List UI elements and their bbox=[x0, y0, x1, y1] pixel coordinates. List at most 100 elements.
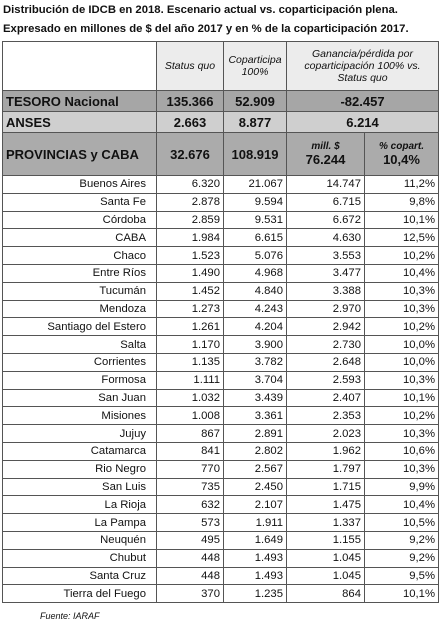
value-cell: 3.900 bbox=[223, 335, 287, 354]
province-row: Santiago del Estero 1.261 4.204 2.942 10,2% bbox=[2, 317, 440, 337]
value-cell: 10,2% bbox=[363, 317, 440, 337]
value-cell: 10,3% bbox=[363, 299, 440, 319]
value-cell: 867 bbox=[156, 424, 224, 443]
summary-row: TESORO Nacional 135.366 52.909 -82.457 bbox=[2, 90, 440, 112]
province-name: Corrientes bbox=[2, 352, 157, 372]
title-line: Expresado en millones de $ del año 2017 … bbox=[3, 23, 409, 35]
value-cell: 4.840 bbox=[223, 281, 287, 301]
value-cell: 8.877 bbox=[223, 111, 287, 133]
value-cell: 10,1% bbox=[363, 388, 440, 408]
value-cell: 2.891 bbox=[223, 424, 287, 443]
value-cell: 2.663 bbox=[156, 111, 224, 133]
value-cell: 1.475 bbox=[286, 495, 365, 515]
value-cell: 1.045 bbox=[286, 548, 365, 568]
gain-value: 10,4% bbox=[383, 152, 420, 167]
value-cell: 32.676 bbox=[156, 132, 224, 176]
value-cell: 770 bbox=[156, 459, 224, 479]
value-cell: 9,9% bbox=[363, 477, 440, 497]
value-cell: 10,6% bbox=[363, 441, 440, 461]
value-cell: 1.261 bbox=[156, 317, 224, 337]
province-name: Catamarca bbox=[2, 441, 157, 461]
province-name: Santa Cruz bbox=[2, 566, 157, 586]
value-cell: 3.782 bbox=[223, 352, 287, 372]
value-cell: 3.477 bbox=[286, 263, 365, 283]
province-name: CABA bbox=[2, 228, 157, 248]
value-cell: 1.493 bbox=[223, 548, 287, 568]
province-row: Neuquén 495 1.649 1.155 9,2% bbox=[2, 530, 440, 550]
province-row: Tierra del Fuego 370 1.235 864 10,1% bbox=[2, 584, 440, 604]
value-cell: 135.366 bbox=[156, 90, 224, 112]
value-cell: 1.493 bbox=[223, 566, 287, 586]
value-cell: 10,5% bbox=[363, 513, 440, 532]
province-row: Rio Negro 770 2.567 1.797 10,3% bbox=[2, 459, 440, 479]
value-cell: 12,5% bbox=[363, 228, 440, 248]
sub-label: mill. $ bbox=[311, 141, 340, 152]
value-cell: 4.968 bbox=[223, 263, 287, 283]
header-cell: Status quo bbox=[156, 41, 224, 91]
province-row: Catamarca 841 2.802 1.962 10,6% bbox=[2, 441, 440, 461]
province-row: Santa Fe 2.878 9.594 6.715 9,8% bbox=[2, 192, 440, 212]
value-cell: 3.553 bbox=[286, 246, 365, 265]
sub-label: % copart. bbox=[379, 141, 425, 152]
province-row: Chaco 1.523 5.076 3.553 10,2% bbox=[2, 246, 440, 265]
data-table: Status quo Coparticipa 100% Ganancia/pér… bbox=[2, 41, 440, 604]
value-cell: 1.135 bbox=[156, 352, 224, 372]
value-cell: 1.490 bbox=[156, 263, 224, 283]
value-cell: 4.204 bbox=[223, 317, 287, 337]
value-cell: 495 bbox=[156, 530, 224, 550]
province-name: Buenos Aires bbox=[2, 175, 157, 194]
value-cell: 448 bbox=[156, 566, 224, 586]
value-cell: 4.630 bbox=[286, 228, 365, 248]
province-name: La Rioja bbox=[2, 495, 157, 515]
province-row: Chubut 448 1.493 1.045 9,2% bbox=[2, 548, 440, 568]
value-cell: 1.337 bbox=[286, 513, 365, 532]
province-name: Tucumán bbox=[2, 281, 157, 301]
value-cell: 10,0% bbox=[363, 335, 440, 354]
value-cell: 2.648 bbox=[286, 352, 365, 372]
gain-cell: mill. $76.244 bbox=[286, 132, 365, 176]
source: Fuente: IARAF bbox=[40, 611, 100, 621]
value-cell: 1.649 bbox=[223, 530, 287, 550]
province-name: San Juan bbox=[2, 388, 157, 408]
province-name: Entre Ríos bbox=[2, 263, 157, 283]
province-row: Buenos Aires 6.320 21.067 14.747 11,2% bbox=[2, 175, 440, 194]
value-cell: 1.008 bbox=[156, 406, 224, 426]
province-row: La Pampa 573 1.911 1.337 10,5% bbox=[2, 513, 440, 532]
value-cell: 9,5% bbox=[363, 566, 440, 586]
province-row: San Juan 1.032 3.439 2.407 10,1% bbox=[2, 388, 440, 408]
province-row: Formosa 1.111 3.704 2.593 10,3% bbox=[2, 370, 440, 390]
province-name: San Luis bbox=[2, 477, 157, 497]
value-cell: 9,8% bbox=[363, 192, 440, 212]
province-row: Corrientes 1.135 3.782 2.648 10,0% bbox=[2, 352, 440, 372]
value-cell: 10,3% bbox=[363, 281, 440, 301]
province-name: Rio Negro bbox=[2, 459, 157, 479]
value-cell: 1.111 bbox=[156, 370, 224, 390]
value-cell: 2.878 bbox=[156, 192, 224, 212]
value-cell: 2.450 bbox=[223, 477, 287, 497]
value-cell: 10,0% bbox=[363, 352, 440, 372]
value-cell: 1.523 bbox=[156, 246, 224, 265]
value-cell: 5.076 bbox=[223, 246, 287, 265]
value-cell: 1.235 bbox=[223, 584, 287, 604]
value-cell: 52.909 bbox=[223, 90, 287, 112]
value-cell: 10,2% bbox=[363, 246, 440, 265]
blank-cell bbox=[2, 41, 157, 91]
row-label: TESORO Nacional bbox=[2, 90, 157, 112]
value-cell: 108.919 bbox=[223, 132, 287, 176]
value-cell: 6.672 bbox=[286, 210, 365, 230]
value-cell: 6.615 bbox=[223, 228, 287, 248]
province-name: Mendoza bbox=[2, 299, 157, 319]
province-name: Santiago del Estero bbox=[2, 317, 157, 337]
value-cell: 3.439 bbox=[223, 388, 287, 408]
table-body: Status quo Coparticipa 100% Ganancia/pér… bbox=[2, 41, 440, 604]
province-row: San Luis 735 2.450 1.715 9,9% bbox=[2, 477, 440, 497]
value-cell: 9.594 bbox=[223, 192, 287, 212]
province-name: Córdoba bbox=[2, 210, 157, 230]
value-cell: 6.214 bbox=[285, 111, 440, 133]
gain-cell: % copart. 10,4% bbox=[363, 132, 440, 176]
value-cell: 4.243 bbox=[223, 299, 287, 319]
value-cell: 10,1% bbox=[363, 584, 440, 604]
gain-value: 76.244 bbox=[305, 152, 346, 167]
value-cell: 3.361 bbox=[223, 406, 287, 426]
